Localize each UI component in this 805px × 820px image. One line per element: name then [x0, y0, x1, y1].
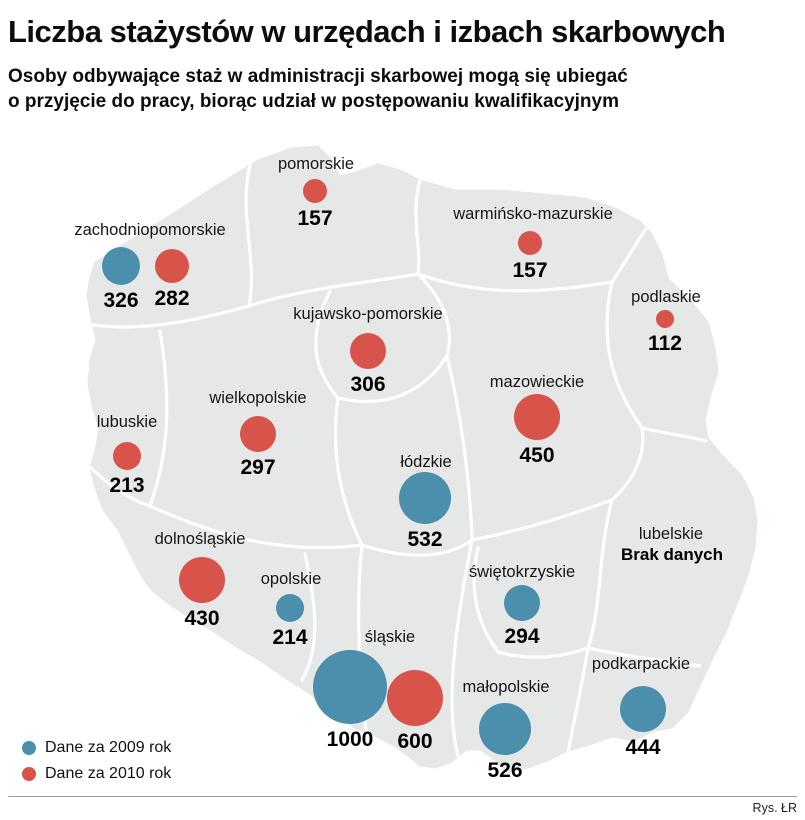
region-label-dolno-l-skie: dolnośląskie [154, 530, 246, 548]
region-label-kujawsko-pomorskie: kujawsko-pomorskie [293, 305, 443, 323]
data-bubble-pomorskie-2010 [303, 179, 327, 203]
data-bubble--wi-tokrzyskie-2009 [504, 585, 540, 621]
region-label-podlaskie: podlaskie [631, 288, 701, 306]
data-value-kujawsko-pomorskie-2010: 306 [350, 373, 386, 396]
data-value-zachodniopomorskie-2009: 326 [103, 289, 139, 312]
legend: Dane za 2009 rok Dane za 2010 rok [22, 735, 171, 787]
data-bubble-podlaskie-2010 [656, 310, 674, 328]
poland-outline [86, 145, 758, 773]
data-bubble--dzkie-2009 [399, 472, 451, 524]
credit: Rys. ŁR [752, 801, 797, 815]
data-value--wi-tokrzyskie-2009: 294 [504, 625, 540, 648]
legend-dot-2009-icon [22, 741, 36, 755]
legend-item-2010: Dane za 2010 rok [22, 761, 171, 787]
data-bubble-mazowieckie-2010 [514, 394, 560, 440]
data-bubble-zachodniopomorskie-2010 [155, 249, 189, 283]
data-value--l-skie-2009: 1000 [326, 728, 374, 751]
legend-dot-2010-icon [22, 767, 36, 781]
region-label--dzkie: łódzkie [400, 453, 452, 471]
subtitle-line-1: Osoby odbywające staż w administracji sk… [8, 66, 628, 87]
voivodeship-borders [89, 163, 708, 758]
region-label-podkarpackie: podkarpackie [591, 655, 691, 673]
data-bubble-dolno-l-skie-2010 [179, 557, 225, 603]
region-label-lubelskie: lubelskie [638, 525, 704, 543]
data-value-pomorskie-2010: 157 [297, 207, 333, 230]
data-bubble-ma-opolskie-2009 [479, 703, 531, 755]
region-label-mazowieckie: mazowieckie [489, 373, 585, 391]
subtitle: Osoby odbywające staż w administracji sk… [8, 64, 628, 114]
data-value-wielkopolskie-2010: 297 [240, 456, 276, 479]
data-bubble--l-skie-2010 [387, 670, 443, 726]
region-label-opolskie: opolskie [260, 570, 322, 588]
footer-divider [8, 796, 797, 797]
legend-item-2009: Dane za 2009 rok [22, 735, 171, 761]
region-label--l-skie: śląskie [364, 628, 416, 646]
data-value-ma-opolskie-2009: 526 [487, 759, 523, 782]
data-value-dolno-l-skie-2010: 430 [184, 607, 220, 630]
data-value-podkarpackie-2009: 444 [625, 736, 661, 759]
data-value-zachodniopomorskie-2010: 282 [154, 287, 190, 310]
region-label--wi-tokrzyskie: świętokrzyskie [468, 563, 576, 581]
data-bubble-lubuskie-2010 [113, 442, 141, 470]
region-label-wielkopolskie: wielkopolskie [209, 389, 307, 407]
region-label-warmi-sko-mazurskie: warmińsko-mazurskie [453, 205, 613, 223]
data-value-warmi-sko-mazurskie-2010: 157 [512, 259, 548, 282]
data-bubble-zachodniopomorskie-2009 [102, 247, 140, 285]
data-value-mazowieckie-2010: 450 [519, 444, 555, 467]
data-bubble-podkarpackie-2009 [620, 686, 666, 732]
data-bubble--l-skie-2009 [313, 650, 387, 724]
no-data-note-lubelskie: Brak danych [620, 545, 724, 564]
data-value-lubuskie-2010: 213 [109, 474, 145, 497]
region-label-pomorskie: pomorskie [277, 155, 355, 173]
page-title: Liczba stażystów w urzędach i izbach ska… [8, 14, 726, 49]
legend-label-2009: Dane za 2009 rok [45, 739, 172, 756]
region-label-ma-opolskie: małopolskie [462, 678, 550, 696]
data-bubble-opolskie-2009 [276, 594, 304, 622]
region-label-zachodniopomorskie: zachodniopomorskie [74, 221, 226, 239]
data-bubble-wielkopolskie-2010 [240, 416, 276, 452]
data-value--l-skie-2010: 600 [397, 730, 433, 753]
data-value-podlaskie-2010: 112 [648, 332, 682, 355]
legend-label-2010: Dane za 2010 rok [45, 765, 172, 782]
data-bubble-warmi-sko-mazurskie-2010 [518, 231, 542, 255]
subtitle-line-2: o przyjęcie do pracy, biorąc udział w po… [8, 91, 619, 112]
data-value-opolskie-2009: 214 [272, 626, 308, 649]
data-value--dzkie-2009: 532 [407, 528, 443, 551]
region-label-lubuskie: lubuskie [96, 413, 158, 431]
data-bubble-kujawsko-pomorskie-2010 [350, 333, 386, 369]
